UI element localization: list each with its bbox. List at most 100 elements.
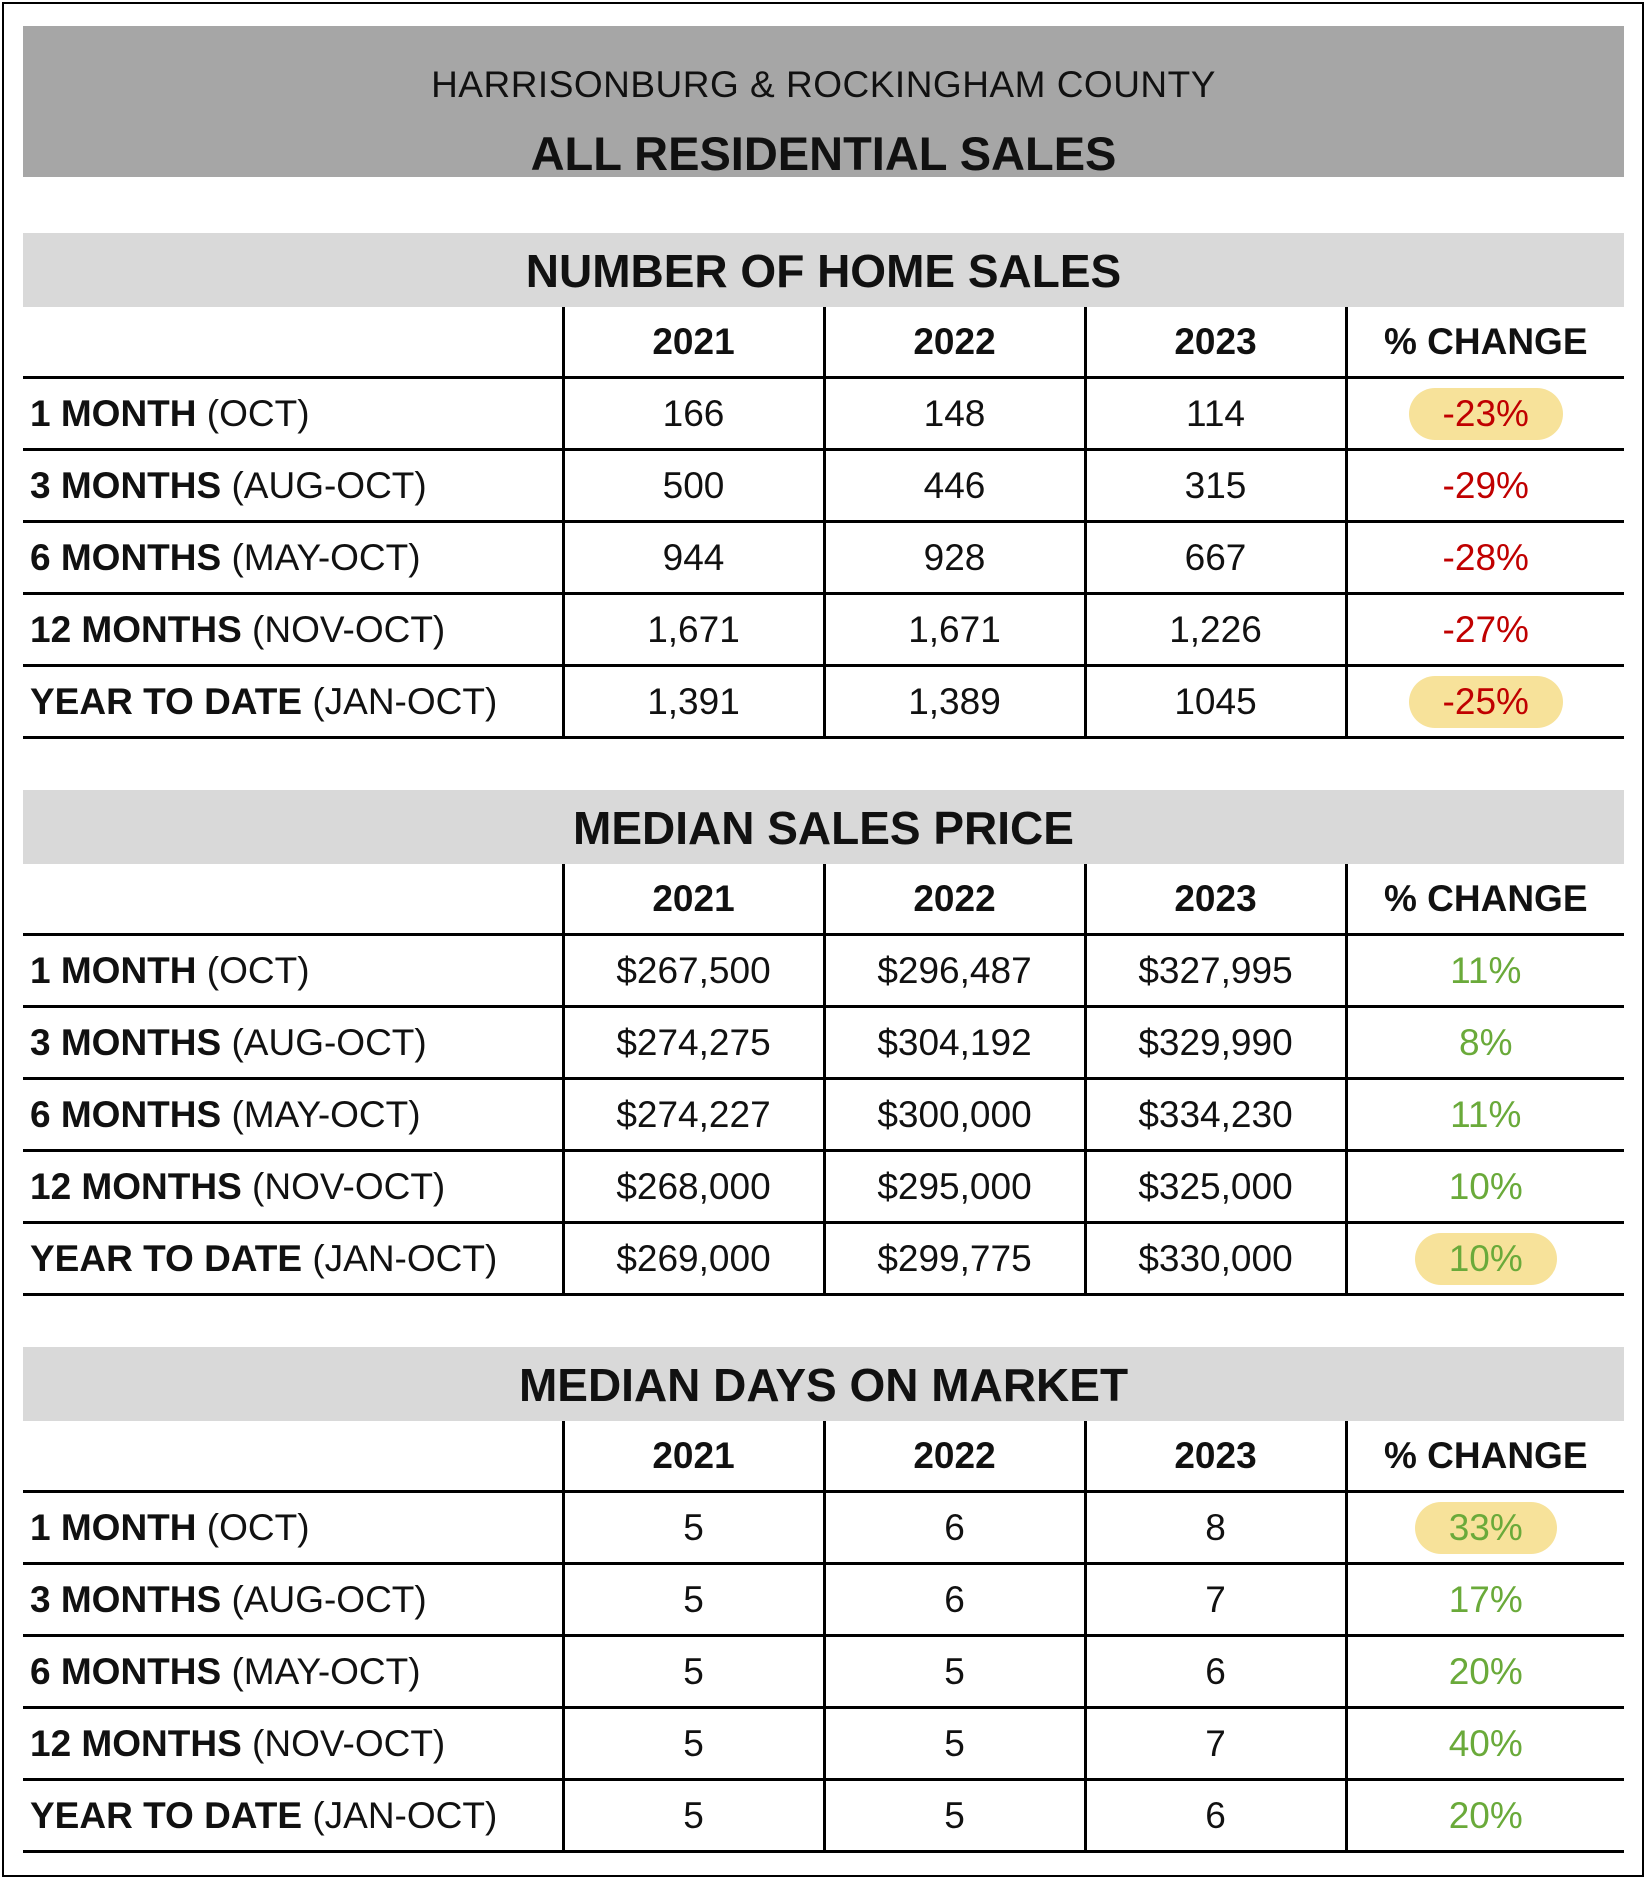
percent-change-cell: 40% [1344, 1707, 1624, 1781]
header-blank [23, 307, 563, 379]
section-title: MEDIAN DAYS ON MARKET [23, 1347, 1624, 1421]
column-header: 2022 [822, 307, 1085, 379]
value-2022: 1,389 [822, 665, 1085, 739]
row-label: 12 MONTHS (NOV-OCT) [23, 593, 563, 667]
table-row: 6 MONTHS (MAY-OCT) 5 5 6 20% [23, 1635, 1624, 1709]
column-header: 2023 [1083, 307, 1346, 379]
section-1: NUMBER OF HOME SALES 2021 2022 2023% CHANGE… [23, 233, 1624, 739]
value-2021: 944 [561, 521, 824, 595]
table-header-row: 2021 2022 2023% CHANGE [23, 864, 1624, 936]
percent-change-cell: -28% [1344, 521, 1624, 595]
column-header: 2021 [561, 307, 824, 379]
section-title: NUMBER OF HOME SALES [23, 233, 1624, 307]
percent-change-cell: -27% [1344, 593, 1624, 667]
table-row: 3 MONTHS (AUG-OCT) 500 446 315 -29% [23, 449, 1624, 523]
percent-change: 17% [1448, 1578, 1523, 1620]
report-title: ALL RESIDENTIAL SALES [530, 127, 1117, 180]
column-header: % CHANGE [1344, 864, 1624, 936]
period-name: YEAR TO DATE [30, 680, 303, 722]
percent-change-cell: -23% [1344, 377, 1624, 451]
value-2021: 166 [561, 377, 824, 451]
value-2021: 1,671 [561, 593, 824, 667]
period-name: 1 MONTH [30, 392, 197, 434]
percent-change-cell: 11% [1344, 1078, 1624, 1152]
value-2022: $299,775 [822, 1222, 1085, 1296]
period-range: (AUG-OCT) [221, 464, 427, 506]
row-label: 6 MONTHS (MAY-OCT) [23, 521, 563, 595]
value-2021: 5 [561, 1707, 824, 1781]
value-2022: $304,192 [822, 1006, 1085, 1080]
period-name: 6 MONTHS [30, 1650, 222, 1692]
period-range: (JAN-OCT) [302, 680, 498, 722]
value-2022: 5 [822, 1635, 1085, 1709]
row-label: 3 MONTHS (AUG-OCT) [23, 449, 563, 523]
value-2021: 5 [561, 1491, 824, 1565]
value-2021: 1,391 [561, 665, 824, 739]
column-header: 2021 [561, 1421, 824, 1493]
percent-change-cell: 11% [1344, 934, 1624, 1008]
table-row: YEAR TO DATE (JAN-OCT) $269,000 $299,775 $3… [23, 1222, 1624, 1296]
table-row: 1 MONTH (OCT) 5 6 8 33% [23, 1491, 1624, 1565]
table-header-row: 2021 2022 2023% CHANGE [23, 307, 1624, 379]
header-blank [23, 1421, 563, 1493]
period-name: 6 MONTHS [30, 536, 222, 578]
period-name: 1 MONTH [30, 1506, 197, 1548]
section-2: MEDIAN SALES PRICE 2021 2022 2023% CHANGE 1 … [23, 790, 1624, 1296]
period-name: 6 MONTHS [30, 1093, 222, 1135]
column-header: % CHANGE [1344, 1421, 1624, 1493]
data-table: 2021 2022 2023% CHANGE 1 MONTH (OCT) 5 6 8 33% 3… [23, 1421, 1624, 1853]
period-range: (OCT) [196, 392, 310, 434]
value-2022: 446 [822, 449, 1085, 523]
value-2023: $325,000 [1083, 1150, 1346, 1224]
table-row: YEAR TO DATE (JAN-OCT) 5 5 6 20% [23, 1779, 1624, 1853]
row-label: 12 MONTHS (NOV-OCT) [23, 1707, 563, 1781]
section-title: MEDIAN SALES PRICE [23, 790, 1624, 864]
value-2022: $300,000 [822, 1078, 1085, 1152]
period-name: 1 MONTH [30, 949, 197, 991]
table-row: YEAR TO DATE (JAN-OCT) 1,391 1,389 1045 -25% [23, 665, 1624, 739]
percent-change: 8% [1459, 1021, 1513, 1063]
percent-change-cell: 8% [1344, 1006, 1624, 1080]
period-range: (AUG-OCT) [221, 1578, 427, 1620]
period-range: (JAN-OCT) [302, 1794, 498, 1836]
value-2023: 114 [1083, 377, 1346, 451]
value-2022: 1,671 [822, 593, 1085, 667]
row-label: 3 MONTHS (AUG-OCT) [23, 1006, 563, 1080]
header-blank [23, 864, 563, 936]
period-name: 3 MONTHS [30, 1021, 222, 1063]
percent-change-cell: 17% [1344, 1563, 1624, 1637]
row-label: YEAR TO DATE (JAN-OCT) [23, 1779, 563, 1853]
row-label: YEAR TO DATE (JAN-OCT) [23, 1222, 563, 1296]
highlighted-percent-change: -25% [1408, 675, 1563, 728]
value-2023: 1,226 [1083, 593, 1346, 667]
value-2021: 500 [561, 449, 824, 523]
row-label: 3 MONTHS (AUG-OCT) [23, 1563, 563, 1637]
percent-change: -29% [1442, 464, 1529, 506]
period-name: 3 MONTHS [30, 464, 222, 506]
table-row: 1 MONTH (OCT) 166 148 114 -23% [23, 377, 1624, 451]
row-label: 6 MONTHS (MAY-OCT) [23, 1635, 563, 1709]
percent-change: 40% [1448, 1722, 1523, 1764]
column-header: % CHANGE [1344, 307, 1624, 379]
data-table: 2021 2022 2023% CHANGE 1 MONTH (OCT) 166 148 1… [23, 307, 1624, 739]
period-range: (JAN-OCT) [302, 1237, 498, 1279]
percent-change-cell: 10% [1344, 1222, 1624, 1296]
value-2023: 7 [1083, 1563, 1346, 1637]
period-range: (AUG-OCT) [221, 1021, 427, 1063]
row-label: 12 MONTHS (NOV-OCT) [23, 1150, 563, 1224]
period-range: (MAY-OCT) [221, 1650, 421, 1692]
percent-change-cell: 20% [1344, 1635, 1624, 1709]
percent-change: -28% [1442, 536, 1529, 578]
report-header: HARRISONBURG & ROCKINGHAM COUNTY ALL RES… [23, 26, 1624, 180]
period-range: (NOV-OCT) [241, 1165, 446, 1207]
highlighted-percent-change: -23% [1408, 387, 1563, 440]
value-2023: 667 [1083, 521, 1346, 595]
percent-change: 10% [1448, 1165, 1523, 1207]
row-label: 1 MONTH (OCT) [23, 1491, 563, 1565]
value-2021: $269,000 [561, 1222, 824, 1296]
value-2022: 6 [822, 1491, 1085, 1565]
value-2022: $295,000 [822, 1150, 1085, 1224]
value-2023: $330,000 [1083, 1222, 1346, 1296]
period-name: YEAR TO DATE [30, 1237, 303, 1279]
